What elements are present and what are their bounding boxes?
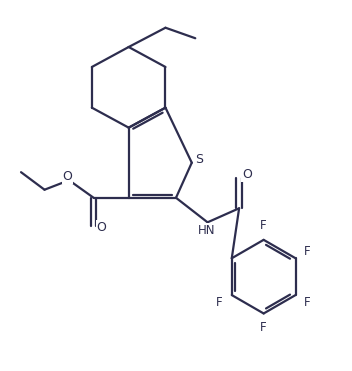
Text: F: F: [260, 321, 267, 334]
Text: F: F: [260, 219, 267, 232]
Text: F: F: [216, 296, 223, 309]
Text: S: S: [195, 153, 203, 167]
Text: F: F: [304, 296, 311, 309]
Text: F: F: [304, 245, 311, 258]
Text: O: O: [96, 221, 106, 234]
Text: HN: HN: [198, 224, 216, 237]
Text: O: O: [62, 170, 72, 183]
Text: O: O: [242, 168, 252, 181]
